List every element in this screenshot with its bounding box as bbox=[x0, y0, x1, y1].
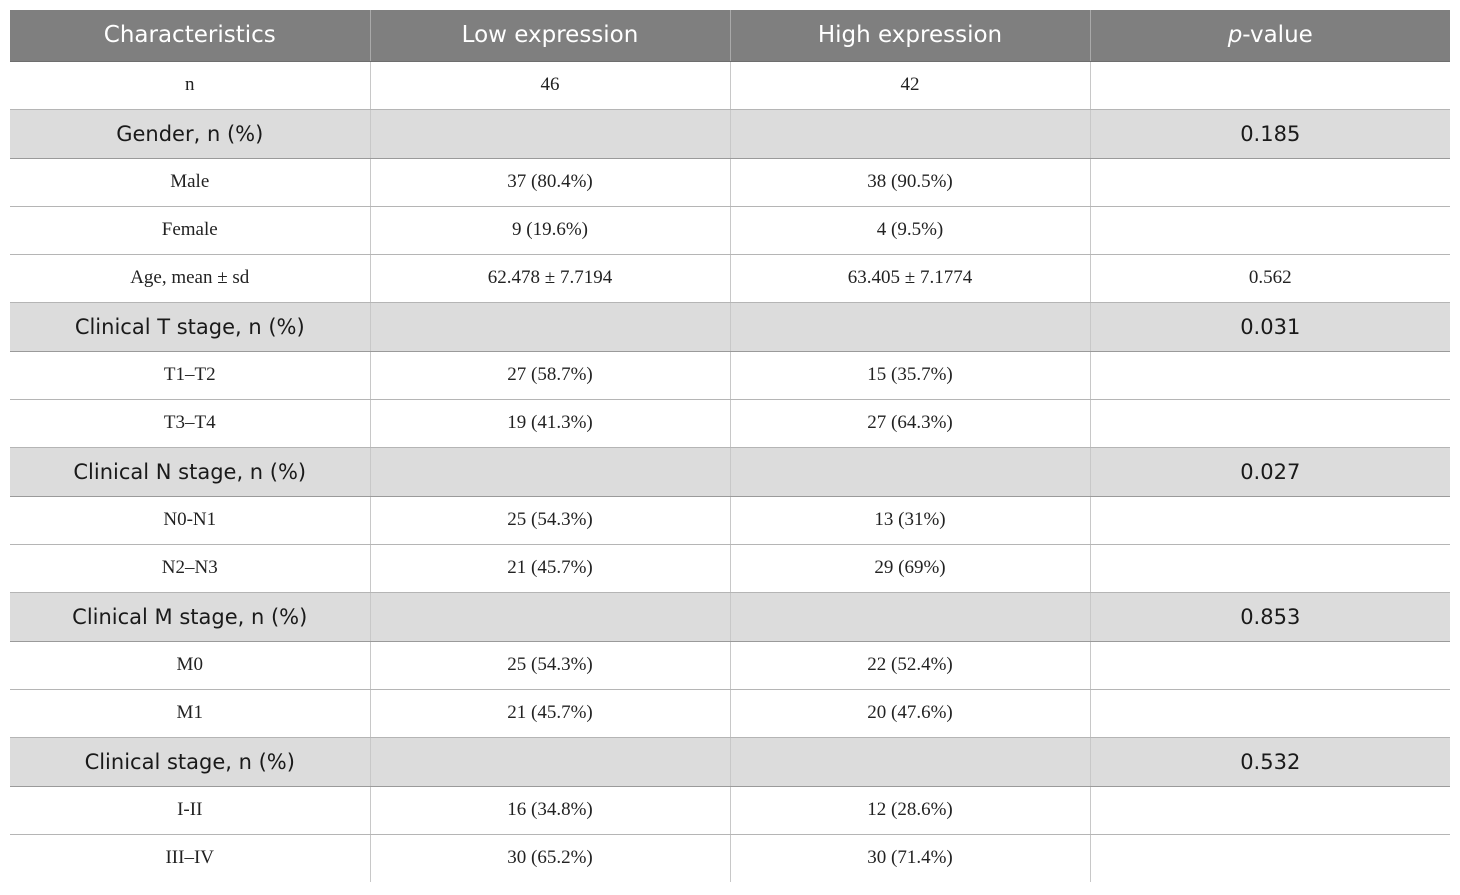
cell-low-expression bbox=[369, 591, 731, 642]
cell-characteristic: III–IV bbox=[10, 834, 371, 882]
cell-characteristic: N0-N1 bbox=[10, 496, 371, 545]
cell-high-expression: 42 bbox=[729, 61, 1091, 110]
table-row: M1 21 (45.7%) 20 (47.6%) bbox=[10, 689, 1450, 738]
group-row: Clinical stage, n (%) 0.532 bbox=[10, 736, 1450, 787]
cell-characteristic: M0 bbox=[10, 641, 371, 690]
table-body: n 46 42 Gender, n (%) 0.185 Male 37 (80.4%) 38 … bbox=[10, 61, 1450, 882]
cell-low-expression: 46 bbox=[369, 61, 731, 110]
group-row: Clinical M stage, n (%) 0.853 bbox=[10, 591, 1450, 642]
cell-high-expression: 12 (28.6%) bbox=[729, 786, 1091, 835]
table-row: Male 37 (80.4%) 38 (90.5%) bbox=[10, 158, 1450, 207]
cell-high-expression: 27 (64.3%) bbox=[729, 399, 1091, 448]
cell-high-expression bbox=[729, 108, 1091, 159]
cell-high-expression: 22 (52.4%) bbox=[729, 641, 1091, 690]
group-row: Clinical T stage, n (%) 0.031 bbox=[10, 301, 1450, 352]
cell-high-expression: 15 (35.7%) bbox=[729, 351, 1091, 400]
cell-characteristic: Clinical T stage, n (%) bbox=[10, 301, 371, 352]
cell-low-expression: 30 (65.2%) bbox=[369, 834, 731, 882]
cell-characteristic: T1–T2 bbox=[10, 351, 371, 400]
cell-high-expression bbox=[729, 301, 1091, 352]
cell-low-expression bbox=[369, 736, 731, 787]
cell-characteristic: Gender, n (%) bbox=[10, 108, 371, 159]
table-row: III–IV 30 (65.2%) 30 (71.4%) bbox=[10, 834, 1450, 882]
cell-high-expression: 30 (71.4%) bbox=[729, 834, 1091, 882]
table-row: M0 25 (54.3%) 22 (52.4%) bbox=[10, 641, 1450, 690]
table-row: N2–N3 21 (45.7%) 29 (69%) bbox=[10, 544, 1450, 593]
table-row: Age, mean ± sd 62.478 ± 7.7194 63.405 ± 7.… bbox=[10, 254, 1450, 303]
cell-characteristic: Female bbox=[10, 206, 371, 255]
cell-p-value: 0.853 bbox=[1089, 591, 1450, 642]
cell-p-value bbox=[1089, 399, 1450, 448]
group-row: Gender, n (%) 0.185 bbox=[10, 108, 1450, 159]
table-row: T1–T2 27 (58.7%) 15 (35.7%) bbox=[10, 351, 1450, 400]
cell-p-value: 0.185 bbox=[1089, 108, 1450, 159]
cell-p-value bbox=[1089, 689, 1450, 738]
cell-low-expression: 27 (58.7%) bbox=[369, 351, 731, 400]
cell-characteristic: N2–N3 bbox=[10, 544, 371, 593]
header-characteristics: Characteristics bbox=[10, 10, 371, 62]
cell-low-expression bbox=[369, 108, 731, 159]
table-row: Female 9 (19.6%) 4 (9.5%) bbox=[10, 206, 1450, 255]
header-p-letter: p bbox=[1227, 22, 1243, 49]
cell-characteristic: Male bbox=[10, 158, 371, 207]
cell-low-expression: 25 (54.3%) bbox=[369, 641, 731, 690]
cell-p-value: 0.532 bbox=[1089, 736, 1450, 787]
cell-low-expression: 37 (80.4%) bbox=[369, 158, 731, 207]
cell-p-value: 0.027 bbox=[1089, 446, 1450, 497]
group-row: Clinical N stage, n (%) 0.027 bbox=[10, 446, 1450, 497]
table-row: I-II 16 (34.8%) 12 (28.6%) bbox=[10, 786, 1450, 835]
cell-p-value bbox=[1089, 206, 1450, 255]
cell-characteristic: M1 bbox=[10, 689, 371, 738]
cell-p-value bbox=[1089, 544, 1450, 593]
cell-p-value bbox=[1089, 496, 1450, 545]
header-p-value: p-value bbox=[1089, 10, 1450, 62]
cell-p-value: 0.562 bbox=[1089, 254, 1450, 303]
cell-p-value bbox=[1089, 641, 1450, 690]
header-p-suffix: -value bbox=[1242, 22, 1313, 49]
characteristics-table: Characteristics Low expression High expr… bbox=[10, 10, 1450, 882]
cell-p-value bbox=[1089, 158, 1450, 207]
cell-characteristic: Clinical M stage, n (%) bbox=[10, 591, 371, 642]
cell-p-value: 0.031 bbox=[1089, 301, 1450, 352]
cell-low-expression: 21 (45.7%) bbox=[369, 544, 731, 593]
header-low-expression: Low expression bbox=[369, 10, 731, 62]
cell-characteristic: Clinical stage, n (%) bbox=[10, 736, 371, 787]
cell-low-expression: 19 (41.3%) bbox=[369, 399, 731, 448]
table-header: Characteristics Low expression High expr… bbox=[10, 10, 1450, 62]
cell-p-value bbox=[1089, 834, 1450, 882]
cell-low-expression: 21 (45.7%) bbox=[369, 689, 731, 738]
cell-high-expression: 4 (9.5%) bbox=[729, 206, 1091, 255]
cell-high-expression bbox=[729, 446, 1091, 497]
cell-characteristic: I-II bbox=[10, 786, 371, 835]
cell-high-expression: 20 (47.6%) bbox=[729, 689, 1091, 738]
cell-low-expression: 25 (54.3%) bbox=[369, 496, 731, 545]
cell-p-value bbox=[1089, 351, 1450, 400]
cell-high-expression: 29 (69%) bbox=[729, 544, 1091, 593]
cell-high-expression: 63.405 ± 7.1774 bbox=[729, 254, 1091, 303]
cell-low-expression: 16 (34.8%) bbox=[369, 786, 731, 835]
cell-high-expression bbox=[729, 736, 1091, 787]
table-row: T3–T4 19 (41.3%) 27 (64.3%) bbox=[10, 399, 1450, 448]
cell-high-expression bbox=[729, 591, 1091, 642]
cell-low-expression: 9 (19.6%) bbox=[369, 206, 731, 255]
cell-low-expression bbox=[369, 301, 731, 352]
cell-low-expression bbox=[369, 446, 731, 497]
cell-p-value bbox=[1089, 786, 1450, 835]
header-high-expression: High expression bbox=[729, 10, 1091, 62]
cell-characteristic: Age, mean ± sd bbox=[10, 254, 371, 303]
table-row: n 46 42 bbox=[10, 61, 1450, 110]
cell-characteristic: T3–T4 bbox=[10, 399, 371, 448]
cell-characteristic: Clinical N stage, n (%) bbox=[10, 446, 371, 497]
cell-low-expression: 62.478 ± 7.7194 bbox=[369, 254, 731, 303]
cell-high-expression: 38 (90.5%) bbox=[729, 158, 1091, 207]
cell-high-expression: 13 (31%) bbox=[729, 496, 1091, 545]
cell-characteristic: n bbox=[10, 61, 371, 110]
cell-p-value bbox=[1089, 61, 1450, 110]
table-row: N0-N1 25 (54.3%) 13 (31%) bbox=[10, 496, 1450, 545]
header-row: Characteristics Low expression High expr… bbox=[10, 10, 1450, 62]
